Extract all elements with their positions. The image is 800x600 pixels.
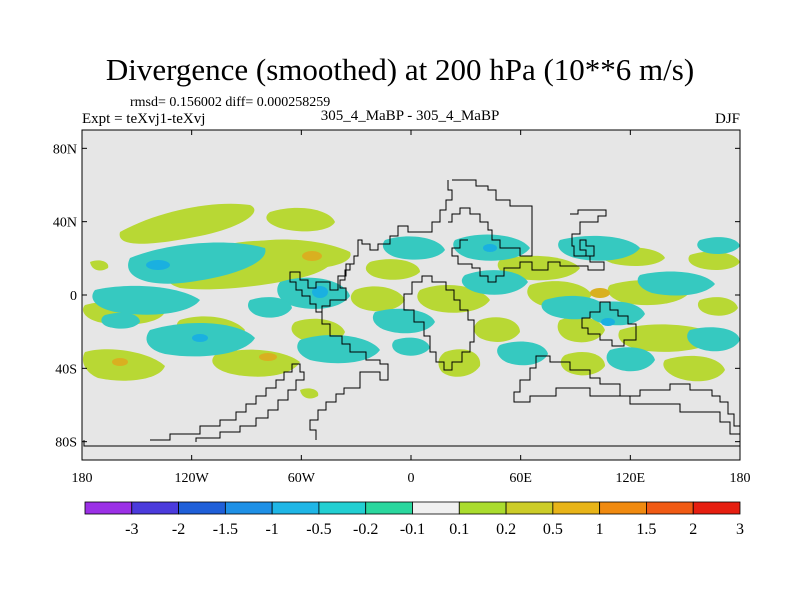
colorbar-label: -1.5: [213, 521, 238, 538]
lon-label: 120W: [175, 471, 210, 486]
colorbar-label: 0.5: [543, 521, 563, 538]
lat-label: 80N: [53, 142, 77, 157]
lon-label: 60E: [509, 471, 532, 486]
lat-label: 0: [70, 289, 77, 304]
colorbar-swatch: [131, 501, 179, 515]
colorbar-swatch: [318, 501, 367, 515]
colorbar-label: -0.5: [306, 521, 331, 538]
map-plot-area: 80N 40N 0 40S 80S 180 120W 60W 0 60E 120E 180: [53, 129, 751, 486]
lon-label: 60W: [288, 471, 316, 486]
eurasia-outline: [451, 209, 607, 283]
colorbar-swatch: [365, 501, 413, 515]
experiment-label: Expt = teXvj1-teXvj: [82, 111, 206, 127]
lon-label: 180: [730, 471, 751, 486]
lon-label: 180: [72, 471, 93, 486]
antarctic-peninsula-outline: [150, 363, 305, 442]
africa-outline: [403, 275, 475, 371]
colorbar-swatch: [224, 501, 273, 515]
north-america-outline: [289, 180, 453, 313]
greenland-canada-outline: [448, 179, 533, 257]
lat-label: 80S: [55, 436, 77, 451]
strong-positive-blobs: [112, 251, 610, 366]
colorbar-label: -0.2: [353, 521, 378, 538]
colorbar-label: 1: [596, 521, 604, 538]
lon-label: 0: [408, 471, 415, 486]
lat-label: 40S: [55, 362, 77, 377]
colorbar-label: 0.2: [496, 521, 516, 538]
colorbar-label: -0.1: [400, 521, 425, 538]
negative-divergence-blobs: [92, 234, 740, 372]
statistics-text: rmsd= 0.156002 diff= 0.000258259: [130, 95, 331, 110]
colorbar-label: 1.5: [636, 521, 656, 538]
colorbar-swatch: [84, 501, 133, 515]
indian-ocean-islands-outline: [579, 239, 595, 257]
australia-outline: [581, 301, 637, 347]
colorbar-swatch: [412, 501, 460, 515]
colorbar-swatch: [692, 501, 741, 515]
colorbar-swatch: [178, 501, 226, 515]
antarctica-outline: [83, 355, 740, 447]
colorbar-label: -1: [265, 521, 278, 538]
strong-negative-blobs: [146, 244, 615, 342]
colorbar-label: 2: [689, 521, 697, 538]
colorbar-swatch: [458, 501, 507, 515]
colorbar-swatch: [599, 501, 647, 515]
lon-label: 120E: [616, 471, 646, 486]
latitude-labels: 80N 40N 0 40S 80S: [53, 142, 77, 450]
plot-title: Divergence (smoothed) at 200 hPa (10**6 …: [105, 52, 695, 87]
colorbar-swatch: [552, 501, 601, 515]
colorbar-label: 0.1: [449, 521, 469, 538]
colorbar-label: -3: [125, 521, 138, 538]
colorbar: [84, 501, 741, 515]
axis-ticks: [81, 130, 741, 460]
season-label: DJF: [714, 111, 740, 127]
lat-label: 40N: [53, 216, 77, 231]
colorbar-swatch: [271, 501, 320, 515]
colorbar-labels: -3 -2 -1.5 -1 -0.5 -0.2 -0.1 0.1 0.2 0.5 1 1.5 2 3: [125, 521, 744, 538]
colorbar-swatch: [646, 501, 694, 515]
coastline-layer: [83, 179, 740, 447]
colorbar-swatch: [505, 501, 554, 515]
colorbar-label: -2: [172, 521, 185, 538]
south-america-outline: [309, 311, 389, 440]
case-label: 305_4_MaBP - 305_4_MaBP: [320, 108, 500, 124]
longitude-labels: 180 120W 60W 0 60E 120E 180: [72, 471, 751, 486]
colorbar-label: 3: [736, 521, 744, 538]
